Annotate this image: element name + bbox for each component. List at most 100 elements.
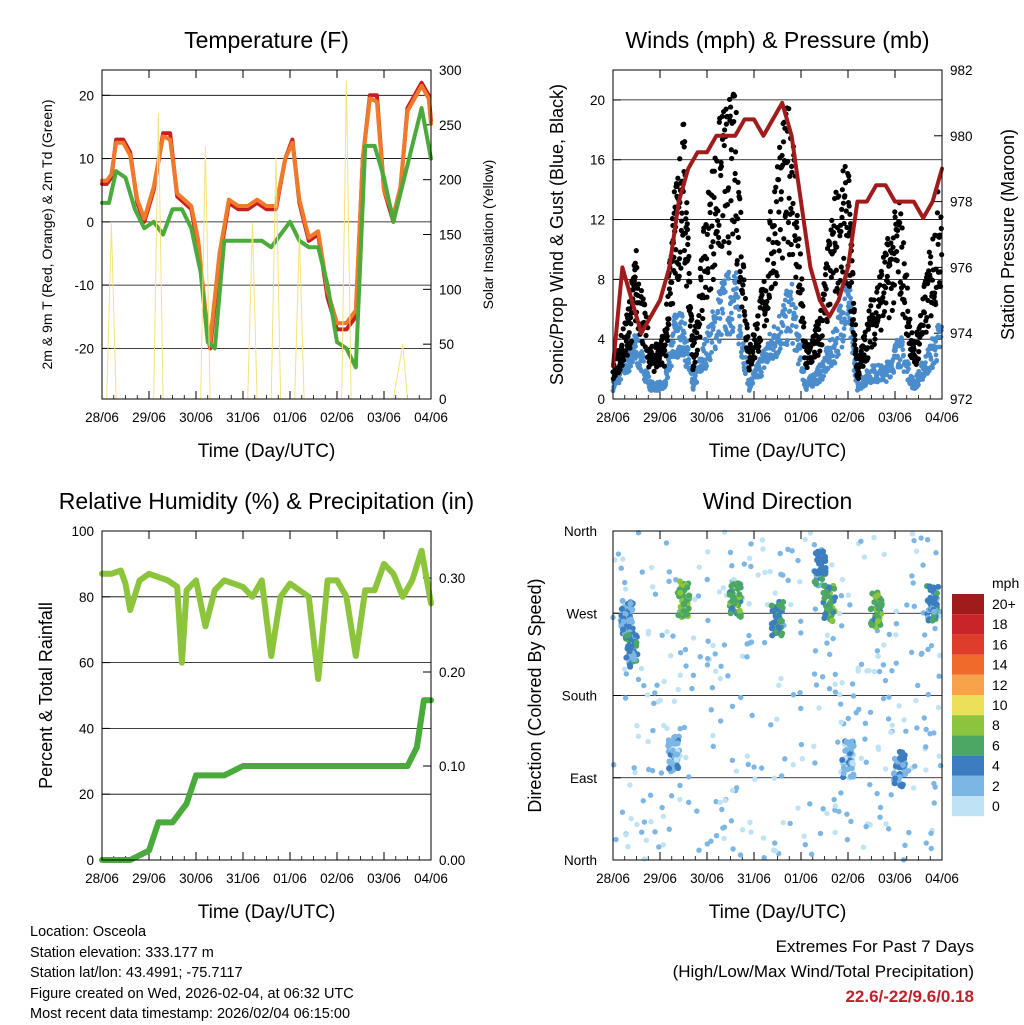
data-point — [860, 844, 867, 850]
data-point — [837, 701, 844, 707]
legend-swatch — [952, 735, 984, 756]
data-point — [795, 557, 801, 564]
x-tick-label: 01/06 — [273, 410, 307, 425]
data-point — [821, 291, 827, 298]
data-point — [632, 769, 638, 776]
data-point — [871, 297, 877, 303]
data-point — [819, 674, 826, 680]
data-point — [785, 577, 791, 584]
data-point — [719, 806, 725, 813]
data-point — [729, 757, 736, 764]
data-point — [674, 765, 681, 772]
data-point — [816, 705, 822, 711]
y2-tick-label: 0 — [439, 392, 447, 407]
data-point — [652, 690, 658, 696]
data-point — [717, 675, 724, 682]
data-point — [851, 300, 857, 306]
data-point — [620, 326, 626, 332]
data-point — [727, 549, 734, 556]
data-point — [746, 632, 752, 639]
data-point — [853, 346, 859, 352]
data-point — [668, 740, 675, 747]
data-point — [786, 106, 792, 112]
y2-tick-label: 100 — [439, 282, 462, 297]
data-point — [695, 593, 702, 599]
data-point — [909, 531, 916, 537]
data-point — [630, 287, 636, 293]
data-point — [926, 268, 932, 274]
data-point — [819, 549, 826, 556]
data-point — [716, 119, 722, 125]
data-point — [919, 650, 925, 657]
data-point — [781, 302, 786, 308]
data-point — [755, 313, 761, 319]
data-point — [705, 617, 711, 624]
data-point — [676, 273, 682, 279]
data-point — [930, 585, 937, 592]
y2-tick-label: 150 — [439, 228, 462, 243]
data-point — [673, 756, 680, 763]
data-point — [838, 264, 844, 270]
data-point — [710, 309, 716, 315]
data-point — [697, 334, 703, 340]
data-point — [733, 270, 739, 276]
data-point — [686, 270, 692, 277]
data-point — [668, 653, 674, 659]
data-point — [641, 682, 647, 689]
data-point — [820, 582, 827, 589]
data-point — [829, 217, 835, 223]
data-point — [871, 534, 877, 541]
data-point — [808, 851, 815, 857]
data-point — [824, 640, 830, 646]
data-point — [730, 329, 736, 334]
data-point — [715, 308, 721, 314]
y2-tick-label: 0.10 — [439, 759, 465, 774]
data-point — [721, 642, 728, 648]
x-tick-label: 01/06 — [784, 871, 818, 886]
data-point — [645, 628, 652, 635]
data-point — [730, 581, 737, 588]
data-point — [748, 541, 754, 547]
data-point — [737, 852, 744, 858]
data-point — [789, 210, 795, 216]
data-point — [888, 792, 894, 798]
data-point — [772, 840, 778, 846]
data-point — [829, 562, 835, 568]
data-point — [853, 710, 859, 716]
y-tick-label: North — [564, 524, 597, 539]
data-point — [683, 663, 689, 669]
data-point — [910, 785, 917, 791]
data-point — [915, 382, 921, 388]
legend-label: 8 — [992, 717, 1000, 733]
data-point — [779, 255, 786, 261]
data-point — [839, 187, 845, 193]
data-point — [633, 343, 638, 349]
data-point — [865, 355, 871, 361]
data-point — [670, 633, 676, 639]
data-point — [789, 548, 795, 554]
data-point — [886, 694, 892, 700]
elevation-text: Station elevation: 333.177 m — [30, 944, 214, 961]
data-point — [843, 747, 850, 754]
panel-title: Wind Direction — [703, 488, 853, 514]
data-point — [736, 189, 742, 195]
data-point — [755, 572, 761, 578]
data-point — [880, 312, 886, 319]
data-point — [785, 219, 792, 226]
data-point — [683, 283, 690, 289]
data-point — [751, 332, 757, 338]
data-point — [790, 341, 796, 346]
data-point — [677, 726, 683, 732]
data-point — [736, 607, 743, 614]
data-point — [777, 227, 783, 233]
data-point — [726, 275, 731, 281]
x-tick-label: 29/06 — [643, 871, 677, 886]
data-point — [846, 203, 852, 209]
location-text: Location: Osceola — [30, 924, 147, 940]
data-point — [631, 765, 637, 771]
data-point — [799, 276, 805, 282]
data-point — [699, 307, 705, 314]
data-point — [638, 829, 645, 835]
data-point — [708, 331, 714, 337]
data-point — [666, 286, 673, 292]
